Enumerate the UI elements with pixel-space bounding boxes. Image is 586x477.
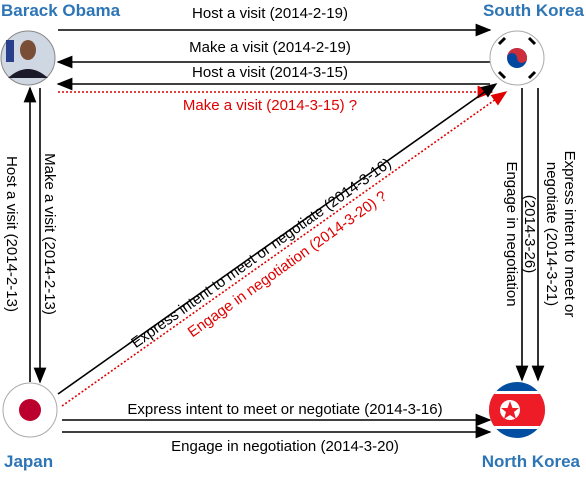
node-label: South Korea	[483, 1, 585, 20]
obama-icon	[0, 30, 56, 86]
edge	[61, 91, 508, 407]
node-label: Japan	[4, 452, 53, 471]
edge-label: Engage in negotiation (2014-3-20)	[171, 438, 399, 455]
edges	[23, 23, 545, 439]
edge	[57, 83, 498, 395]
node-label: North Korea	[482, 452, 581, 471]
edge-label: Host a visit (2014-2-13)	[3, 156, 20, 312]
edge-label: Host a visit (2014-2-19)	[192, 5, 348, 22]
edge-label: Make a visit (2014-3-15) ?	[183, 97, 357, 114]
edge-label: Make a visit (2014-2-13)	[41, 153, 58, 315]
edge-label: Make a visit (2014-2-19)	[189, 39, 351, 56]
edge-label: Engage in negotiation(2014-3-26)	[503, 161, 538, 306]
edge-label: Host a visit (2014-3-15)	[192, 64, 348, 81]
edge-label: Engage in negotiation (2014-3-20) ?	[185, 188, 390, 341]
edge-label: Express intent to meet ornegotiate (2014…	[543, 151, 578, 318]
japan-icon	[2, 382, 58, 438]
edge-label: Express intent to meet or negotiate (201…	[128, 155, 394, 352]
node-label: Barack Obama	[1, 1, 121, 20]
south-korea-icon	[489, 30, 545, 86]
north-korea-icon	[489, 382, 545, 438]
edge-label: Express intent to meet or negotiate (201…	[127, 401, 442, 418]
